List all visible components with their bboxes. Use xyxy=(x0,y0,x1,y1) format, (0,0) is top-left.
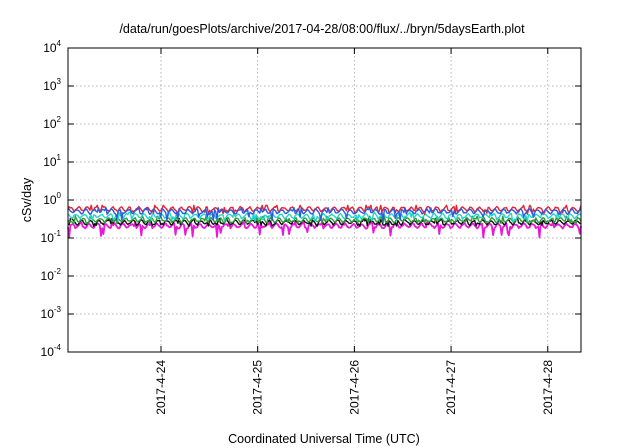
x-tick-label: 2017-4-26 xyxy=(347,360,361,415)
series-line xyxy=(67,215,582,225)
series-line xyxy=(67,221,582,239)
y-tick-label: 10-4 xyxy=(41,343,62,359)
x-tick-label: 2017-4-25 xyxy=(251,360,265,415)
y-tick-label: 10-1 xyxy=(41,229,62,245)
x-axis: 2017-4-24 2017-4-25 2017-4-26 2017-4-27 2017… xyxy=(154,48,555,415)
series-line xyxy=(67,207,582,222)
series-line xyxy=(67,204,582,215)
y-axis: 10-4 10-3 10-2 10-1 100 101 102 103 104 xyxy=(41,39,581,359)
grid xyxy=(68,48,581,352)
x-tick-label: 2017-4-24 xyxy=(154,360,168,415)
series-group xyxy=(67,204,582,239)
series-line xyxy=(67,217,582,228)
x-tick-label: 2017-4-28 xyxy=(541,360,555,415)
chart-title: /data/run/goesPlots/archive/2017-04-28/0… xyxy=(119,22,525,36)
y-tick-label: 10-3 xyxy=(41,305,62,321)
y-tick-label: 100 xyxy=(43,191,61,207)
y-axis-label: cSv/day xyxy=(20,177,34,222)
y-tick-label: 102 xyxy=(43,115,61,131)
y-tick-label: 103 xyxy=(43,77,61,93)
y-tick-label: 104 xyxy=(43,39,61,55)
x-tick-label: 2017-4-27 xyxy=(444,360,458,415)
x-axis-label: Coordinated Universal Time (UTC) xyxy=(228,432,420,446)
y-tick-label: 10-2 xyxy=(41,267,62,283)
y-tick-label: 101 xyxy=(43,153,61,169)
